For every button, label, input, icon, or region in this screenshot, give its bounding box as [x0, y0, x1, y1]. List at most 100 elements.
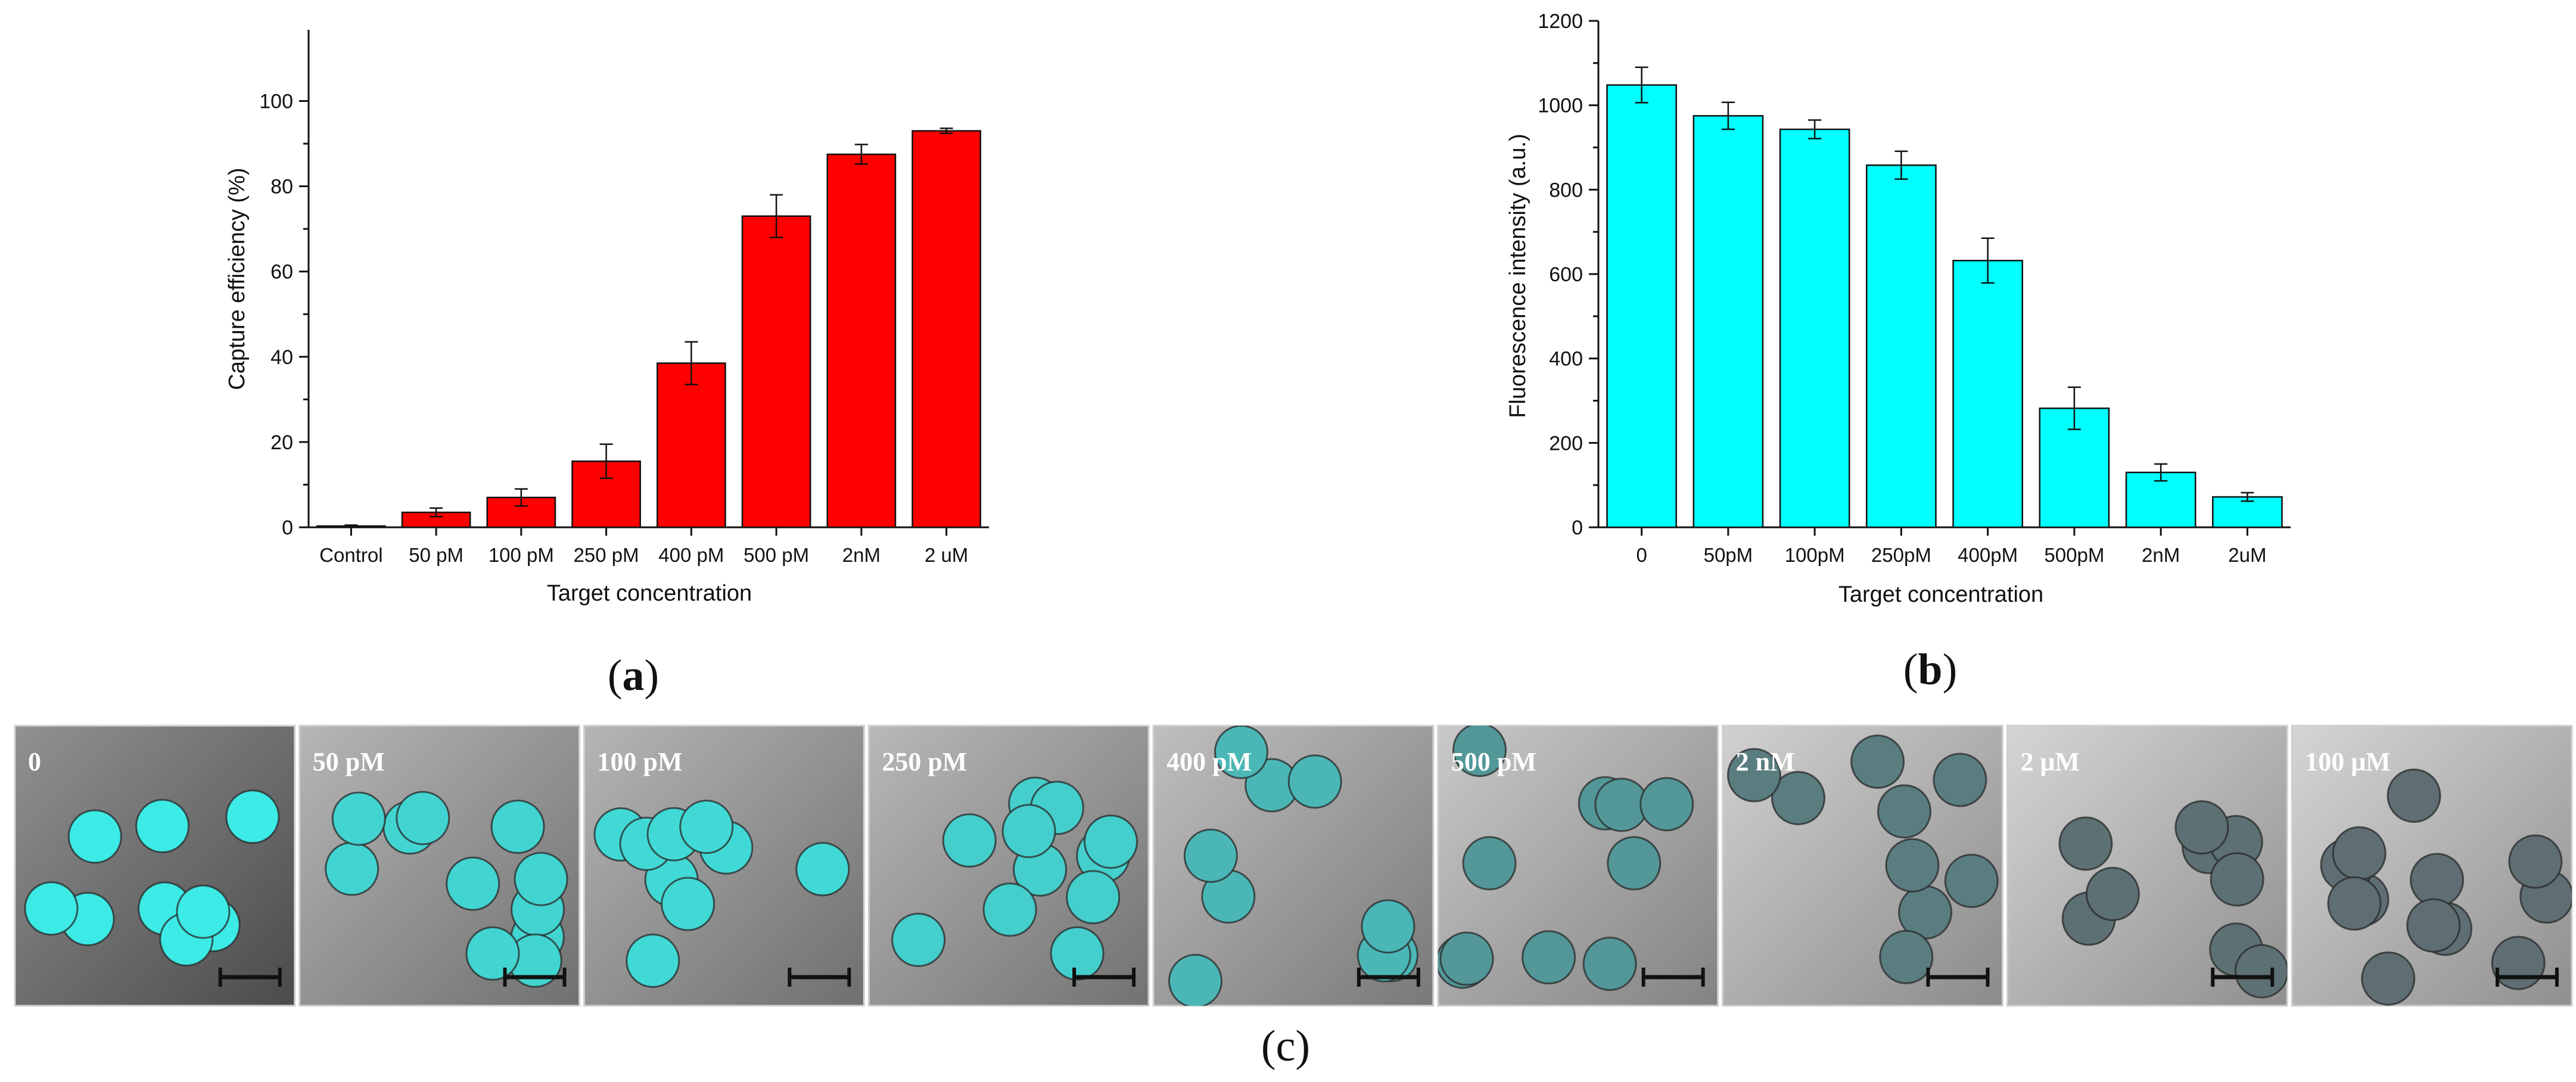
chart-b-error-bar — [2241, 492, 2254, 502]
bead — [982, 882, 1037, 937]
chart-b-y-tick-label: 1000 — [1538, 95, 1583, 117]
panel-label-b: (b) — [1903, 645, 1957, 694]
bead — [446, 856, 500, 911]
micrograph-label: 100 pM — [598, 747, 683, 776]
bead — [2387, 768, 2441, 823]
bead — [325, 841, 379, 896]
chart-b-error-bar — [1981, 237, 1995, 284]
bead — [331, 791, 386, 846]
chart-a-bar — [741, 215, 811, 528]
chart-a-error-bar — [344, 524, 358, 528]
chart-b-error-bar — [2067, 386, 2081, 430]
chart-a-x-tick-label: 2 uM — [925, 544, 968, 566]
chart-a-capture-efficiency: 0 20 40 60 80 100 Control 50 pM 100 pM 250 pM 400… — [225, 30, 989, 606]
chart-b-y-tick-label: 600 — [1549, 263, 1583, 286]
micrograph-panel: 250 pM — [867, 725, 1150, 1007]
chart-b-x-tick-label: 500pM — [2044, 544, 2104, 566]
bead — [1084, 814, 1138, 869]
chart-b-error-bar — [1808, 119, 1822, 139]
micrograph-label: 500 pM — [1451, 747, 1536, 776]
panel-label-c: (c) — [1261, 1022, 1310, 1071]
bead — [1361, 899, 1415, 954]
bead — [2508, 834, 2563, 889]
bead — [1452, 726, 1507, 778]
micrograph-panel: 2 nM — [1722, 725, 2003, 1007]
bead — [1522, 930, 1576, 985]
bead — [225, 789, 280, 844]
bead — [135, 798, 190, 853]
micrograph-panel: 400 pM — [1152, 725, 1435, 1007]
bead — [1726, 748, 1781, 803]
bead — [1001, 804, 1056, 859]
bead — [514, 851, 568, 906]
bead — [1214, 726, 1268, 779]
chart-b-bar — [1606, 84, 1677, 528]
chart-a-y-tick-label: 20 — [270, 431, 293, 454]
chart-a-y-tick-label: 100 — [259, 91, 293, 113]
bead — [1066, 870, 1121, 925]
chart-b-error-bar — [2154, 463, 2168, 482]
chart-b-bar — [1952, 260, 2023, 528]
chart-a-x-tick-label: 400 pM — [658, 544, 724, 566]
chart-b-y-tick-label: 1200 — [1538, 10, 1583, 33]
bead — [24, 881, 79, 936]
bead — [2491, 935, 2546, 990]
bead — [396, 791, 450, 845]
micrograph-strip: 0 50 pM 100 pM 250 pM 400 pM 500 pM 2 nM 2 μM 10… — [14, 725, 2573, 1007]
bead — [1933, 753, 1987, 807]
micrograph-panel: 50 pM — [298, 725, 581, 1007]
chart-b-bar — [1779, 128, 1850, 528]
chart-b-x-tick-label: 0 — [1636, 544, 1647, 566]
chart-b-y-tick-label: 800 — [1549, 179, 1583, 201]
bead — [1287, 754, 1342, 809]
bead — [2332, 826, 2387, 881]
bead — [1183, 828, 1238, 883]
bead — [2174, 800, 2229, 855]
micrograph-panel: 0 — [14, 725, 296, 1007]
bead — [2361, 951, 2416, 1006]
chart-b-y-axis-title: Fluorescence intensity (a.u.) — [1505, 133, 1530, 418]
bead — [2406, 898, 2461, 953]
chart-a-error-bar — [514, 488, 528, 507]
bead — [1439, 931, 1494, 986]
bead — [1462, 836, 1517, 891]
micrograph-panel: 100 μM — [2291, 725, 2573, 1007]
panel-label-a: (a) — [608, 651, 659, 700]
chart-a-y-tick-label: 0 — [282, 517, 293, 539]
chart-a-bar — [826, 153, 897, 528]
bead — [626, 933, 680, 988]
chart-a-bar — [657, 362, 726, 528]
bead — [679, 800, 734, 854]
chart-a-x-tick-label: 250 pM — [574, 544, 639, 566]
chart-a-x-tick-label: 500 pM — [743, 544, 809, 566]
chart-b-x-tick-label: 2nM — [2142, 544, 2180, 566]
micrograph-label: 0 — [28, 747, 41, 776]
bead — [1885, 838, 1940, 893]
chart-a-x-tick-label: Control — [319, 544, 382, 566]
bead — [2210, 852, 2264, 907]
bead — [2085, 866, 2140, 921]
chart-a-y-tick-label: 40 — [270, 346, 293, 369]
micrograph-label: 50 pM — [313, 747, 385, 776]
chart-a-error-bar — [854, 144, 868, 165]
bead — [1639, 777, 1694, 832]
chart-b-bar — [1866, 164, 1937, 528]
micrograph-panel: 2 μM — [2006, 725, 2288, 1007]
chart-a-y-tick-label: 80 — [270, 176, 293, 198]
chart-a-error-bar — [599, 443, 613, 479]
chart-a-error-bar — [939, 128, 953, 135]
bead — [1879, 929, 1934, 984]
chart-a-error-bar — [770, 194, 783, 238]
bead — [1582, 937, 1637, 991]
bead — [891, 912, 946, 967]
chart-b-x-tick-label: 250pM — [1871, 544, 1931, 566]
micrograph-label: 250 pM — [882, 747, 967, 776]
chart-a-error-bar — [685, 341, 698, 385]
chart-a-x-tick-label: 100 pM — [489, 544, 554, 566]
chart-b-x-axis-title: Target concentration — [1838, 582, 2043, 607]
chart-b-x-tick-label: 50pM — [1704, 544, 1753, 566]
micrograph-label: 400 pM — [1166, 747, 1252, 776]
bead — [1050, 926, 1105, 981]
bead — [661, 876, 715, 931]
bead — [1877, 784, 1931, 839]
